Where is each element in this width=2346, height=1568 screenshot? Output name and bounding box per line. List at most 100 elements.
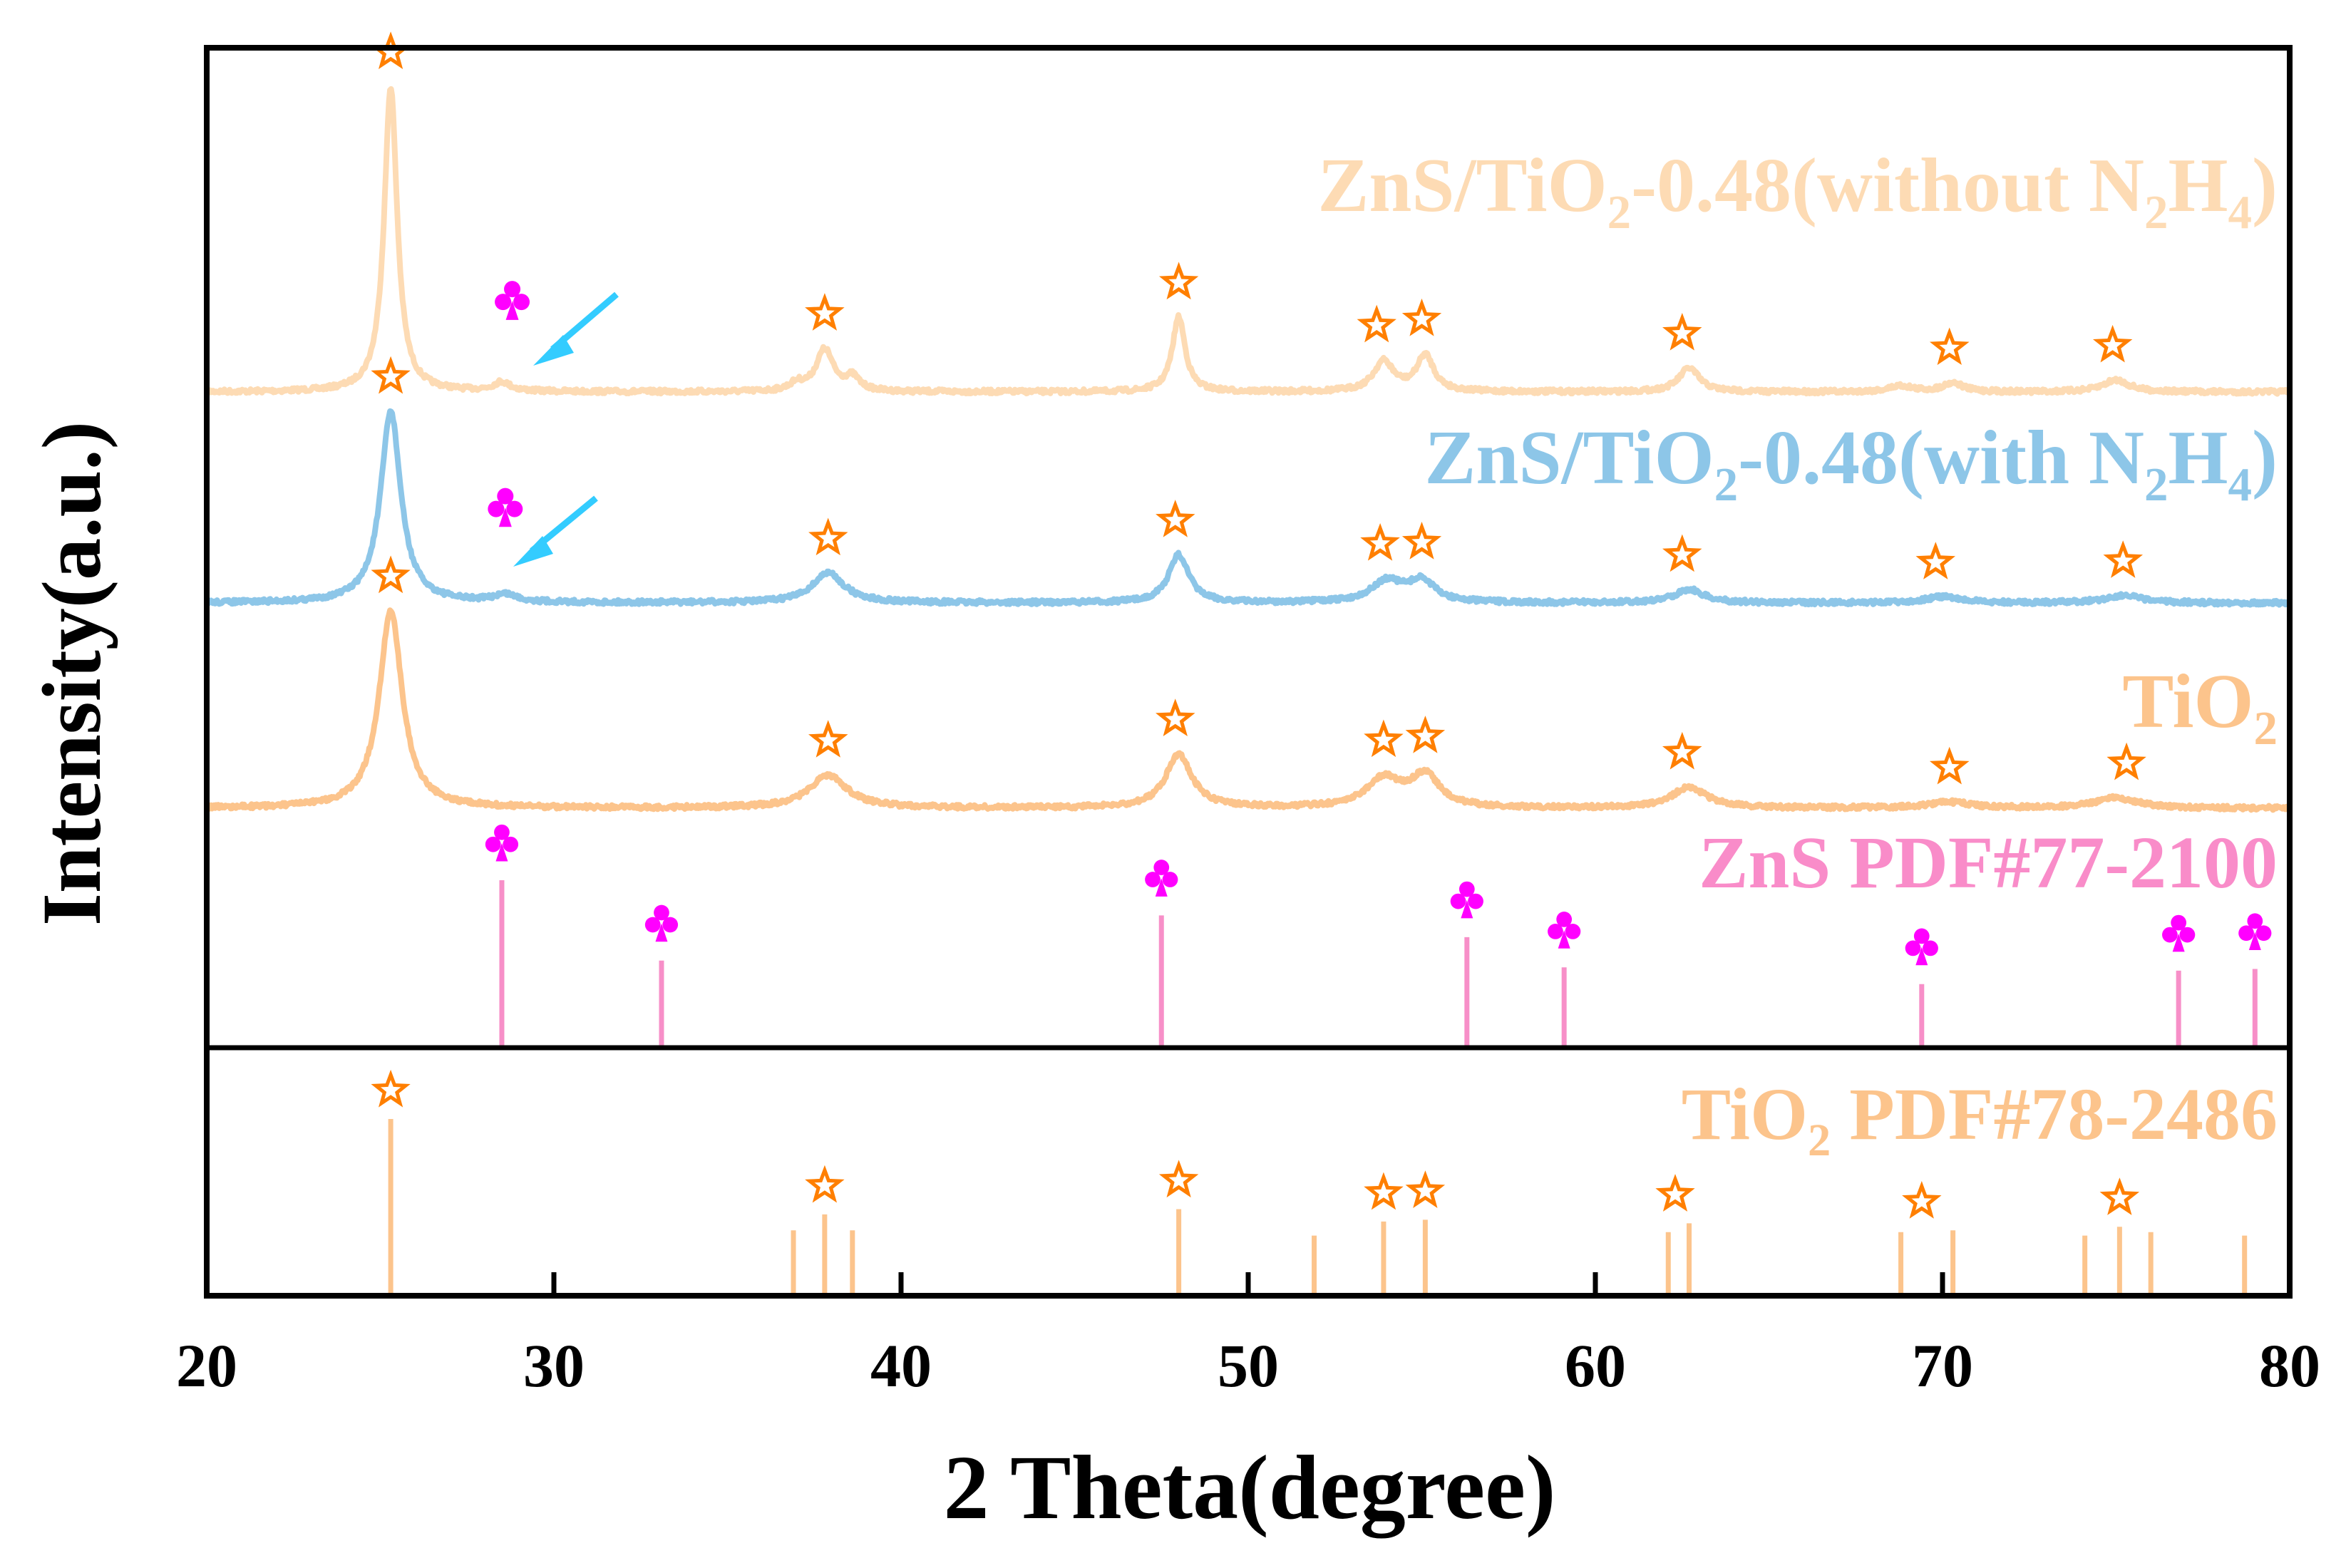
star-marker: [1401, 522, 1442, 559]
star-marker: [1405, 1170, 1446, 1208]
club-lobe: [506, 500, 523, 517]
series-label-2: ZnS/TiO2-0.48(with N2H4): [1424, 416, 2278, 511]
club-stem: [498, 507, 512, 527]
star-marker: [1364, 719, 1404, 758]
star-marker: [1158, 1160, 1199, 1198]
x-tick-label: 40: [870, 1331, 932, 1400]
club-lobe: [494, 824, 510, 840]
series-labels: ZnS/TiO2-0.48(without N2H4) ZnS/TiO2-0.48…: [1317, 143, 2278, 1165]
star-marker: [805, 1165, 845, 1203]
club-stem: [505, 300, 519, 320]
series-label-3: TiO2: [2122, 659, 2278, 755]
star-marker: [1158, 262, 1199, 300]
club-lobe: [1153, 860, 1170, 875]
club-marker: [1548, 912, 1581, 949]
trace-series-2: [204, 408, 2293, 608]
club-stem: [655, 923, 668, 942]
club-lobe: [2179, 927, 2196, 943]
star-marker: [1357, 304, 1396, 343]
club-marker: [644, 904, 679, 942]
star-marker: [1662, 312, 1702, 351]
reference-sticks: [388, 880, 2258, 1296]
club-lobe: [1548, 924, 1563, 939]
club-lobe: [1905, 940, 1921, 956]
club-marker: [2238, 913, 2272, 951]
star-marker: [1360, 522, 1400, 561]
club-lobe: [1450, 893, 1466, 909]
x-tick-label: 20: [176, 1331, 237, 1400]
star-marker: [1662, 534, 1702, 572]
club-lobe: [1145, 872, 1161, 887]
club-lobe: [1458, 881, 1475, 897]
club-lobe: [513, 294, 530, 311]
club-lobe: [2171, 914, 2187, 931]
star-marker: [1929, 746, 1970, 785]
star-marker: [2092, 324, 2133, 363]
club-lobe: [1923, 940, 1938, 956]
club-lobe: [1162, 872, 1178, 887]
star-marker: [1405, 716, 1446, 753]
club-marker: [1450, 881, 1483, 919]
trace-series-3: [204, 607, 2293, 813]
x-tick-label: 60: [1565, 1331, 1626, 1400]
club-marker: [485, 824, 519, 862]
series-label-1: ZnS/TiO2-0.48(without N2H4): [1317, 143, 2278, 239]
star-marker: [2106, 742, 2146, 780]
star-marker: [371, 31, 411, 69]
star-marker: [1915, 542, 1956, 579]
star-marker: [1156, 500, 1195, 537]
pattern-traces: [204, 86, 2293, 813]
club-marker: [1905, 928, 1938, 966]
star-marker: [808, 517, 848, 556]
star-marker: [2103, 540, 2144, 578]
y-axis-title: Intensity(a.u.): [25, 421, 118, 926]
x-tick-label: 80: [2259, 1331, 2320, 1400]
star-marker: [1662, 731, 1702, 770]
x-axis-title: 2 Theta(degree): [943, 1437, 1555, 1538]
club-stem: [2248, 932, 2261, 951]
club-stem: [2172, 933, 2185, 952]
club-stem: [495, 843, 508, 862]
club-marker: [488, 488, 523, 527]
star-marker: [371, 356, 411, 394]
club-lobe: [495, 294, 512, 311]
club-lobe: [488, 500, 505, 517]
club-lobe: [497, 488, 514, 505]
star-marker: [371, 1069, 411, 1108]
club-lobe: [2238, 925, 2254, 942]
arrow-zns-with: [513, 495, 598, 567]
club-stem: [1558, 930, 1570, 949]
club-marker: [495, 281, 530, 320]
star-marker: [1655, 1174, 1695, 1212]
star-marker: [1364, 1172, 1404, 1210]
star-marker: [1902, 1181, 1942, 1219]
club-stem: [1461, 899, 1473, 919]
arrow-zns-without: [533, 292, 619, 366]
star-marker: [371, 555, 411, 594]
club-lobe: [1913, 928, 1930, 944]
club-marker: [1145, 860, 1178, 897]
star-marker: [1401, 298, 1442, 336]
x-tick-label: 50: [1218, 1331, 1279, 1400]
club-lobe: [644, 917, 661, 933]
club-marker: [2162, 914, 2196, 952]
trace-series-1: [204, 86, 2292, 397]
peak-markers: [371, 31, 2272, 1219]
x-tick-label: 70: [1912, 1331, 1973, 1400]
club-lobe: [654, 904, 669, 921]
reference-label-1: ZnS PDF#77-2100: [1699, 822, 2278, 904]
club-lobe: [1565, 924, 1581, 939]
star-marker: [2099, 1177, 2140, 1215]
star-marker: [808, 720, 848, 758]
club-lobe: [2255, 925, 2272, 942]
star-marker: [1929, 327, 1970, 366]
club-lobe: [1556, 912, 1573, 927]
x-axis: 20 30 40 50 60 70 80: [176, 1272, 2320, 1400]
reference-label-2: TiO2 PDF#78-2486: [1682, 1073, 2278, 1165]
club-lobe: [2162, 927, 2178, 943]
x-tick-label: 30: [523, 1331, 585, 1400]
star-marker: [805, 293, 845, 331]
club-lobe: [485, 836, 501, 852]
club-lobe: [2247, 913, 2263, 929]
